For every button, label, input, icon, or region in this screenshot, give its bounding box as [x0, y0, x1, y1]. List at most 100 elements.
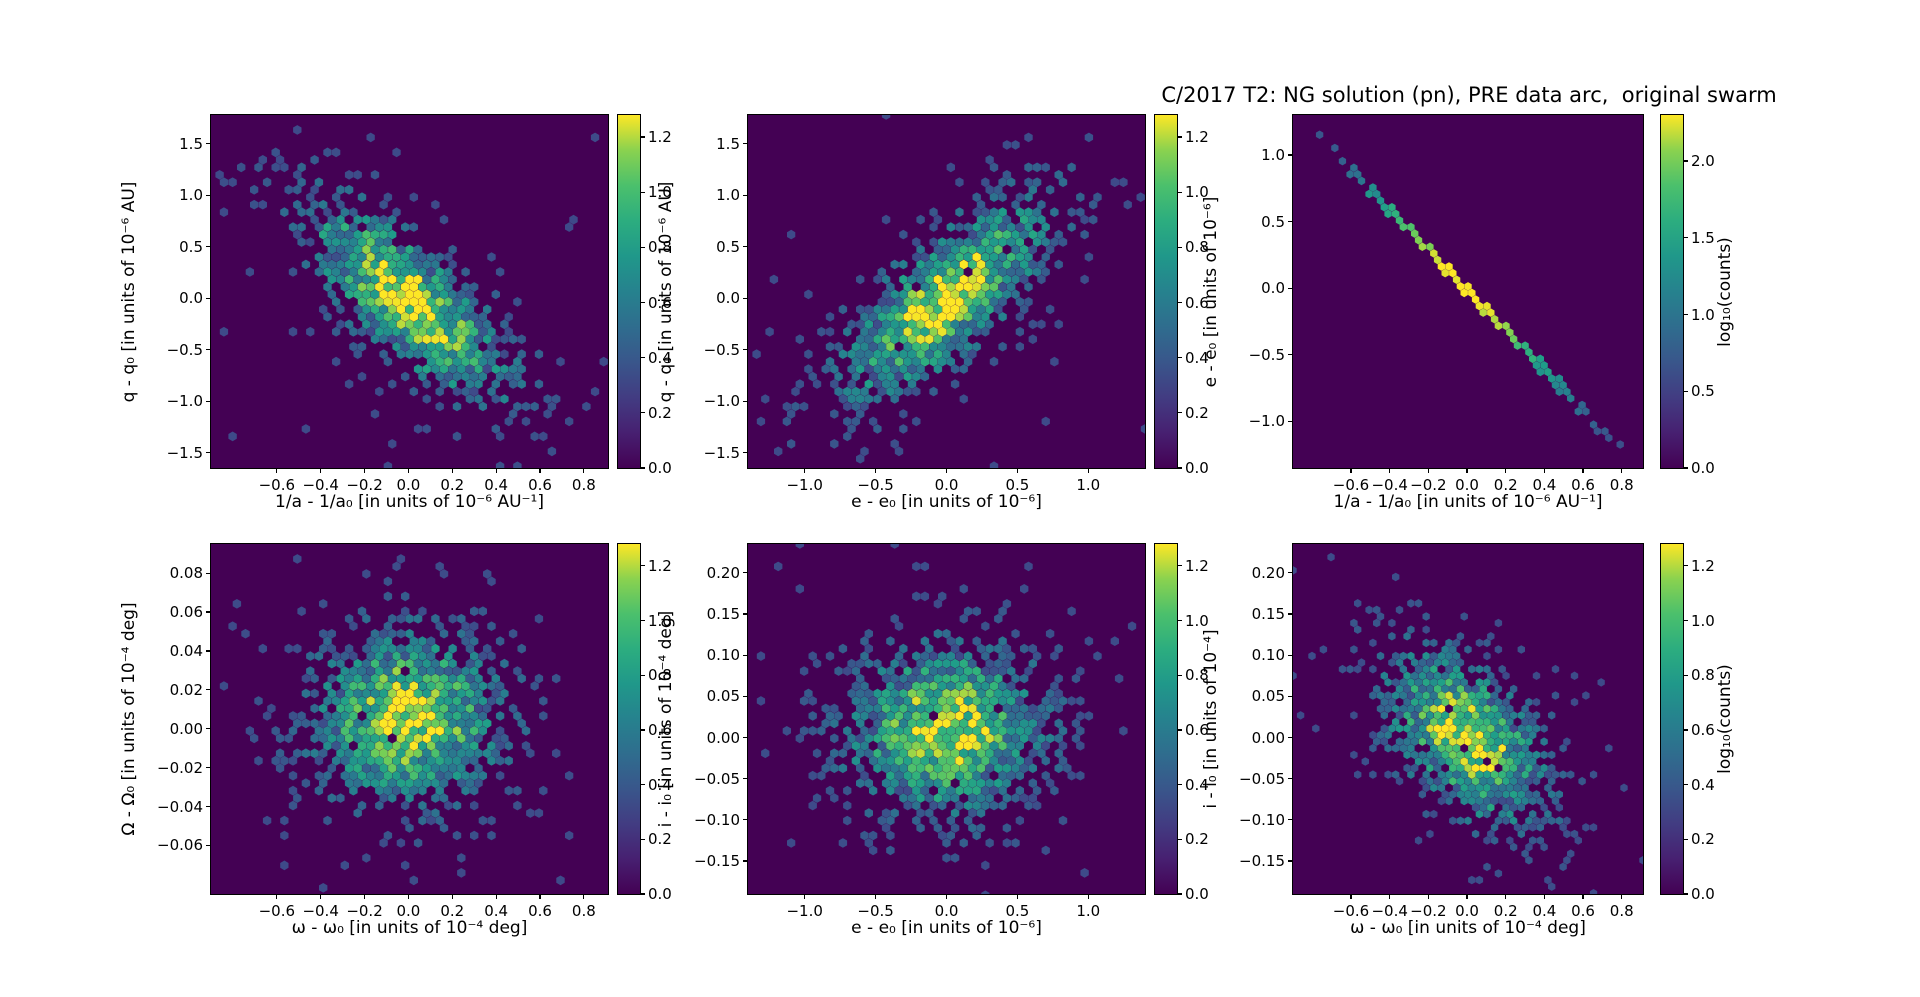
x-tick-mark [539, 894, 541, 899]
x-tick-mark [1016, 468, 1018, 473]
y-tick-label: −0.15 [694, 852, 740, 871]
y-tick-label: 1.0 [716, 186, 740, 205]
colorbar-tick-label: 1.0 [1691, 611, 1715, 630]
colorbar-tick-label: 0.5 [1691, 382, 1715, 401]
colorbar-tick-label: 0.6 [1185, 293, 1209, 312]
colorbar-gradient [1155, 544, 1177, 894]
colorbar-tick-label: 0.4 [648, 348, 672, 367]
y-tick-mark [743, 860, 748, 862]
colorbar-tick-mark [1684, 160, 1688, 162]
y-tick-label: −0.04 [157, 797, 203, 816]
y-axis-label: q - q₀ [in units of 10⁻⁶ AU] [656, 181, 676, 402]
y-tick-label: 0.08 [169, 564, 203, 583]
colorbar-tick-mark [1178, 893, 1182, 895]
y-tick-label: 0.10 [706, 646, 740, 665]
colorbar-tick-label: 0.8 [1185, 238, 1209, 257]
colorbar-tick-mark [1684, 729, 1688, 731]
x-tick-label: −0.2 [346, 902, 383, 920]
x-tick-mark [1016, 894, 1018, 899]
colorbar-tick-mark [641, 565, 645, 567]
y-tick-label: −0.5 [1248, 345, 1285, 364]
colorbar-tick-mark [641, 784, 645, 786]
x-tick-label: −1.0 [786, 476, 823, 494]
x-tick-label: −1.0 [786, 902, 823, 920]
x-tick-label: 0.5 [1005, 476, 1030, 494]
x-tick-label: 0.8 [571, 476, 596, 494]
x-tick-label: 0.0 [396, 476, 421, 494]
y-tick-mark [743, 736, 748, 739]
colorbar-tick-mark [1684, 674, 1688, 676]
colorbar-tick-label: 0.2 [1691, 830, 1715, 849]
y-tick-mark [206, 767, 211, 769]
colorbar-top-middle: 0.0 0.2 0.4 0.6 0.8 1.0 1.2 [1154, 114, 1209, 477]
y-tick-mark [1288, 860, 1293, 862]
colorbar-gradient [1155, 115, 1177, 468]
colorbar-tick-label: 1.2 [648, 556, 672, 575]
colorbar-tick-mark [1178, 619, 1182, 622]
colorbar-tick-mark [1684, 893, 1688, 895]
hexbin-plot-svg [748, 544, 1145, 894]
colorbar-tick-label: 1.2 [1691, 556, 1715, 575]
colorbar-tick-label: 1.5 [1691, 228, 1715, 247]
x-tick-label: −0.4 [302, 476, 339, 494]
colorbar-tick-mark [1684, 619, 1688, 622]
y-tick-mark [743, 778, 748, 780]
colorbar-tick-mark [641, 246, 645, 248]
y-tick-label: 1.0 [179, 186, 203, 205]
colorbar-tick-mark [1178, 565, 1182, 567]
x-tick-label: −0.2 [1410, 476, 1447, 494]
y-tick-mark [743, 819, 748, 821]
y-tick-label: 0.15 [1251, 605, 1285, 623]
x-axis-label: 1/a - 1/a₀ [in units of 10⁻⁶ AU⁻¹] [275, 492, 544, 512]
x-tick-label: 0.5 [1005, 902, 1030, 920]
x-tick-label: 0.2 [440, 902, 465, 920]
colorbar-tick-label: 0.8 [1185, 666, 1209, 685]
x-tick-mark [539, 468, 541, 473]
x-tick-label: −0.2 [346, 476, 383, 494]
y-tick-mark [206, 143, 211, 145]
colorbar-gradient [1661, 544, 1683, 894]
colorbar-tick-mark [641, 412, 645, 414]
x-tick-label: 1.0 [1076, 476, 1101, 494]
colorbar-tick-mark [1178, 838, 1182, 840]
colorbar-tick-label: 0.0 [1691, 885, 1715, 903]
colorbar-tick-label: 0.6 [1691, 720, 1715, 739]
y-tick-label: 0.5 [179, 237, 203, 256]
hexbin-panel-q-vs-inva: 1/a - 1/a₀ [in units of 10⁻⁶ AU⁻¹] q - q… [119, 114, 609, 512]
y-tick-label: 0.06 [169, 603, 203, 622]
colorbar-tick-label: 1.2 [1185, 128, 1209, 147]
x-tick-mark [875, 468, 877, 473]
y-tick-mark [206, 805, 211, 808]
colorbar-tick-label: 0.4 [648, 775, 672, 794]
colorbar-tick-mark [641, 357, 645, 359]
y-tick-label: −0.5 [703, 340, 740, 359]
x-axis-label: e - e₀ [in units of 10⁻⁶] [851, 492, 1042, 512]
colorbar-tick-label: 0.2 [648, 403, 672, 422]
x-tick-label: 0.6 [1571, 902, 1595, 920]
colorbar-tick-label: 1.0 [1185, 183, 1209, 202]
x-tick-label: 0.2 [440, 476, 465, 494]
y-tick-mark [743, 654, 748, 656]
x-tick-label: 0.2 [1493, 902, 1518, 920]
y-tick-label: −1.0 [703, 392, 740, 411]
colorbar-tick-label: 0.4 [1185, 775, 1209, 794]
y-tick-label: 0.5 [716, 237, 740, 256]
hexbin-panel-node-vs-argperi: ω - ω₀ [in units of 10⁻⁴ deg] Ω - Ω₀ [in… [119, 543, 609, 938]
hexbin-panel-e-vs-inva: 1/a - 1/a₀ [in units of 10⁻⁶ AU⁻¹] e - e… [1201, 114, 1644, 512]
x-tick-mark [407, 894, 409, 899]
colorbar-gradient [1661, 115, 1683, 468]
colorbar-tick-label: 1.0 [648, 611, 672, 630]
x-tick-mark [583, 894, 585, 899]
colorbar-tick-mark [1178, 674, 1182, 676]
x-tick-mark [945, 468, 948, 473]
x-tick-label: 0.6 [528, 902, 552, 920]
colorbar-label: log₁₀(counts) [1715, 664, 1735, 774]
y-tick-mark [1288, 287, 1293, 289]
colorbar-tick-mark [1684, 784, 1688, 786]
x-tick-mark [363, 468, 366, 473]
colorbar-tick-mark [1178, 191, 1182, 193]
y-tick-mark [1288, 654, 1293, 656]
colorbar-tick-label: 0.4 [1185, 348, 1209, 367]
y-tick-mark [1288, 778, 1293, 780]
x-tick-mark [1350, 894, 1352, 899]
